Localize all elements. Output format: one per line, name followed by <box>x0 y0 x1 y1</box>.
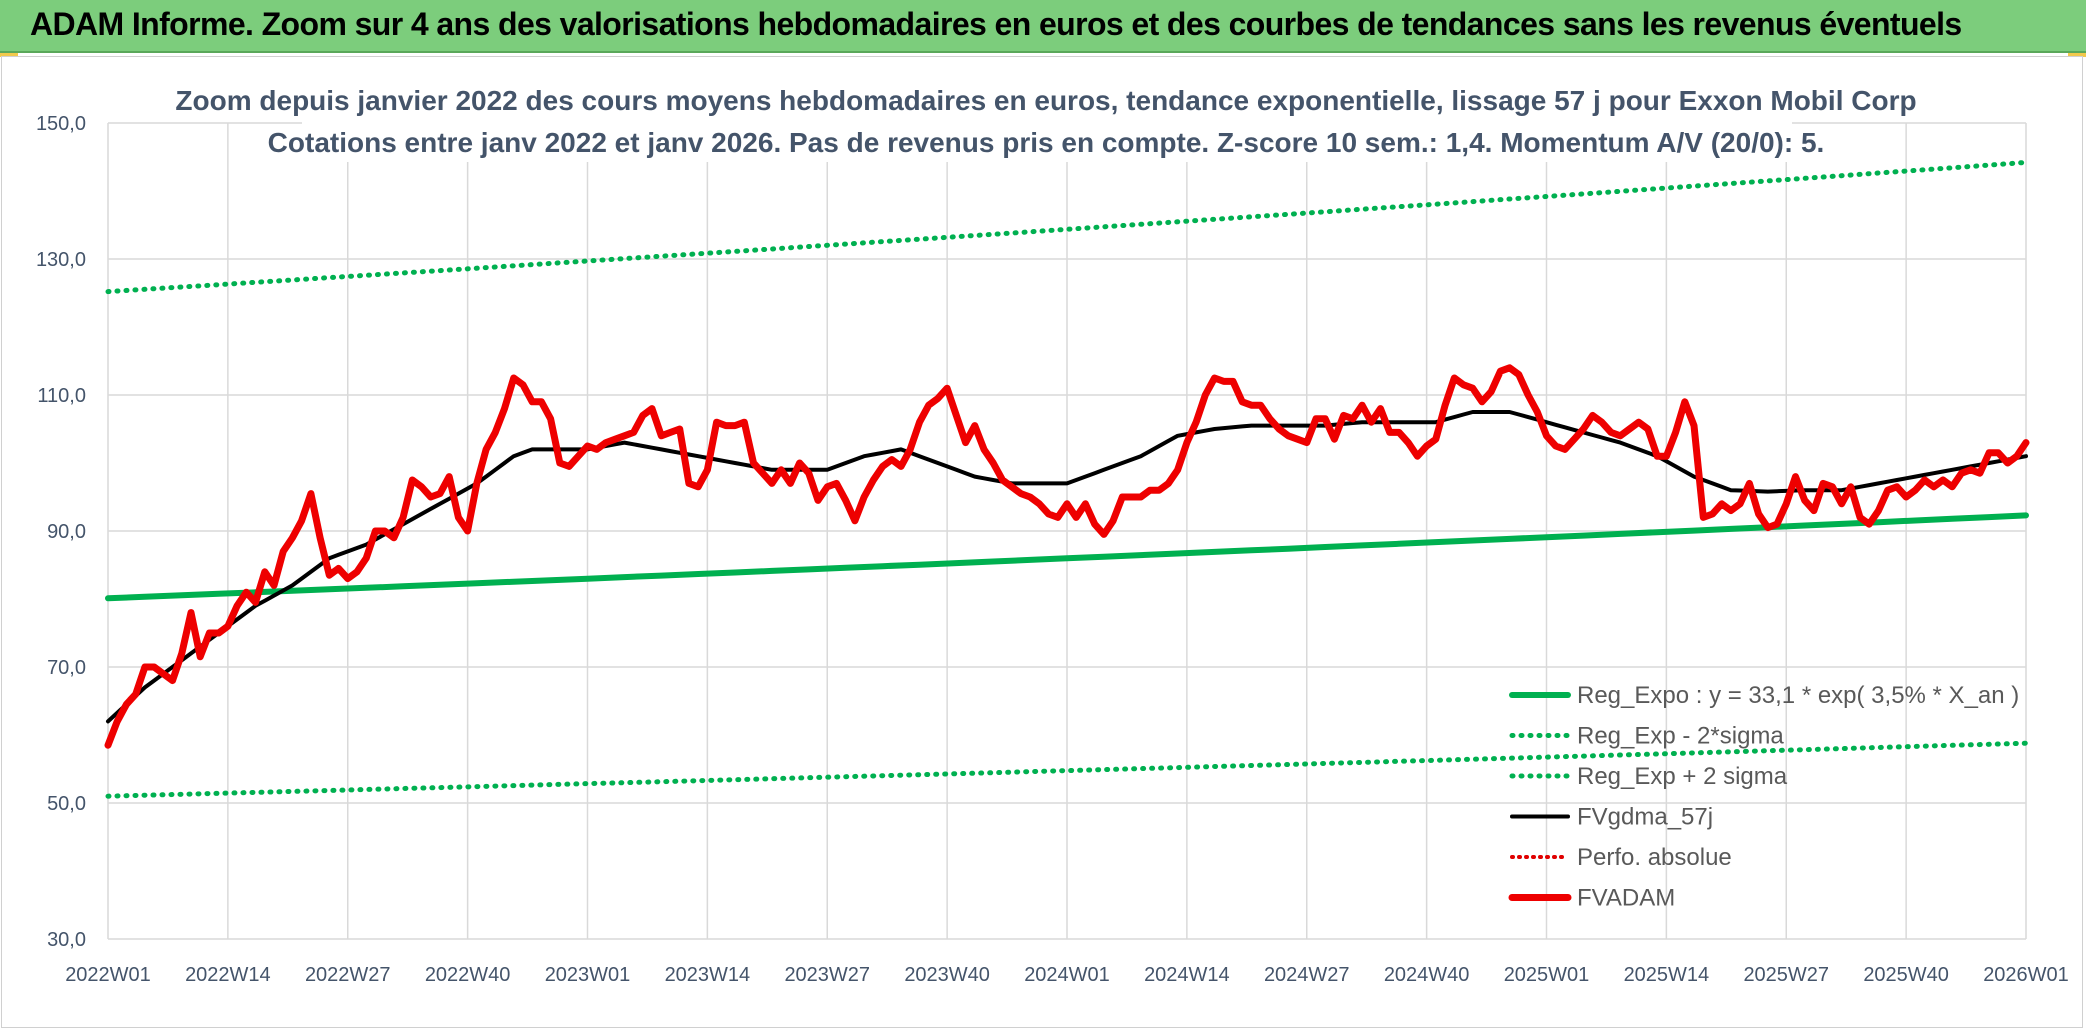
x-tick-label: 2023W14 <box>665 964 751 986</box>
legend-label: Reg_Exp + 2 sigma <box>1577 763 1788 790</box>
legend-label: FVgdma_57j <box>1577 804 1713 831</box>
y-tick-label: 70,0 <box>47 657 86 679</box>
legend-label: FVADAM <box>1577 885 1675 912</box>
chart-title-background <box>302 82 1792 162</box>
legend-label: Reg_Exp - 2*sigma <box>1577 723 1784 750</box>
series <box>104 159 2030 799</box>
x-tick-label: 2025W27 <box>1743 964 1829 986</box>
y-tick-label: 130,0 <box>36 249 86 271</box>
chart-title-line2: Cotations entre janv 2022 et janv 2026. … <box>268 127 1825 158</box>
y-tick-label: 90,0 <box>47 521 86 543</box>
legend-label: Perfo. absolue <box>1577 844 1732 871</box>
x-tick-label: 2023W01 <box>545 964 631 986</box>
legend: Reg_Expo : y = 33,1 * exp( 3,5% * X_an )… <box>1508 682 2019 912</box>
x-tick-label: 2022W01 <box>65 964 151 986</box>
y-tick-label: 150,0 <box>36 113 86 135</box>
corner-accent <box>0 53 18 57</box>
reg-expo-line <box>105 512 2029 602</box>
y-tick-label: 30,0 <box>47 929 86 951</box>
x-tick-label: 2025W14 <box>1624 964 1710 986</box>
reg-exp-plus-2sigma-line <box>105 159 2029 295</box>
fvadam-line <box>104 364 2030 749</box>
fvgdma-57j-line <box>106 410 2028 724</box>
x-tick-label: 2024W14 <box>1144 964 1230 986</box>
title-banner: ADAM Informe. Zoom sur 4 ans des valoris… <box>0 0 2086 53</box>
y-tick-label: 50,0 <box>47 793 86 815</box>
x-tick-label: 2025W40 <box>1863 964 1949 986</box>
legend-label: Reg_Expo : y = 33,1 * exp( 3,5% * X_an ) <box>1577 682 2019 709</box>
x-tick-label: 2022W14 <box>185 964 271 986</box>
chart-title-line1: Zoom depuis janvier 2022 des cours moyen… <box>175 85 1916 116</box>
x-tick-label: 2023W27 <box>784 964 870 986</box>
x-tick-label: 2022W40 <box>425 964 511 986</box>
x-tick-label: 2023W40 <box>904 964 990 986</box>
x-tick-label: 2022W27 <box>305 964 391 986</box>
y-tick-label: 110,0 <box>37 385 86 407</box>
axis-ticks: 30,0 50,0 70,0 90,0 110,0 130,0 150,0 2022W01 20… <box>36 113 2069 986</box>
chart-frame <box>1 56 2083 1028</box>
x-tick-label: 2025W01 <box>1504 964 1590 986</box>
x-tick-label: 2024W27 <box>1264 964 1350 986</box>
banner-title: ADAM Informe. Zoom sur 4 ans des valoris… <box>30 6 1962 42</box>
corner-accent <box>2068 53 2086 57</box>
x-tick-label: 2024W01 <box>1024 964 1110 986</box>
x-tick-label: 2026W01 <box>1983 964 2069 986</box>
x-tick-label: 2024W40 <box>1384 964 1470 986</box>
